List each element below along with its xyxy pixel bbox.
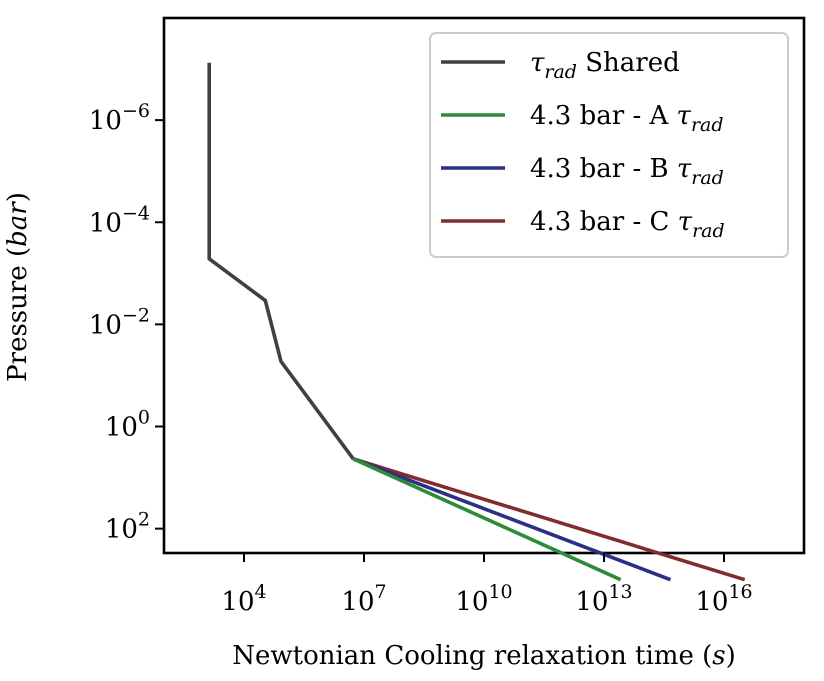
y-axis-ticks: 10−6 10−4 10−2 100 102: [89, 100, 164, 545]
y-axis-label-text: Pressure: [3, 265, 33, 382]
legend-label-3: 4.3 bar - C τrad: [530, 207, 725, 242]
x-axis-label-paren-close: ): [726, 641, 736, 671]
y-tick-label-3: 100: [105, 407, 150, 443]
y-tick-label-2: 10−2: [89, 304, 150, 340]
y-tick-label-1: 10−4: [89, 202, 150, 238]
y-axis-label: Pressure (bar): [3, 192, 33, 382]
y-axis-label-unit: bar: [3, 201, 33, 247]
x-axis-label-unit: s: [712, 641, 725, 671]
series-layer: [207, 62, 746, 582]
legend-label-0: τrad Shared: [530, 48, 680, 83]
series-line-2: [352, 457, 672, 582]
x-tick-label-2: 1010: [455, 581, 512, 617]
series-line-3: [352, 457, 746, 582]
y-tick-label-4: 102: [105, 509, 150, 545]
plot-area: 104 107 1010 1013 1016 10−6 10−4 10−2 100 102: [89, 16, 806, 617]
x-axis-ticks: 104 107 1010 1013 1016: [221, 553, 753, 617]
x-tick-label-4: 1016: [695, 581, 752, 617]
x-tick-label-3: 1013: [575, 581, 632, 617]
y-axis-label-paren-close: ): [3, 192, 33, 202]
x-axis-label-paren-open: (: [702, 641, 712, 671]
legend: τrad Shared 4.3 bar - A τrad 4.3 bar - B τ…: [429, 32, 789, 258]
legend-label-2: 4.3 bar - B τrad: [530, 154, 724, 189]
x-axis-label-text: Newtonian Cooling relaxation time: [232, 641, 694, 671]
y-axis-label-paren-open: (: [3, 247, 33, 257]
legend-label-1: 4.3 bar - A τrad: [530, 101, 724, 136]
x-tick-label-1: 107: [341, 581, 386, 617]
series-line-1: [352, 457, 622, 582]
x-axis-label: Newtonian Cooling relaxation time (s): [232, 641, 736, 671]
legend-entries: τrad Shared 4.3 bar - A τrad 4.3 bar - B τ…: [441, 48, 725, 242]
series-line-0: [207, 62, 355, 460]
legend-box: [429, 32, 789, 258]
x-tick-label-0: 104: [221, 581, 266, 617]
y-tick-label-0: 10−6: [89, 100, 150, 136]
